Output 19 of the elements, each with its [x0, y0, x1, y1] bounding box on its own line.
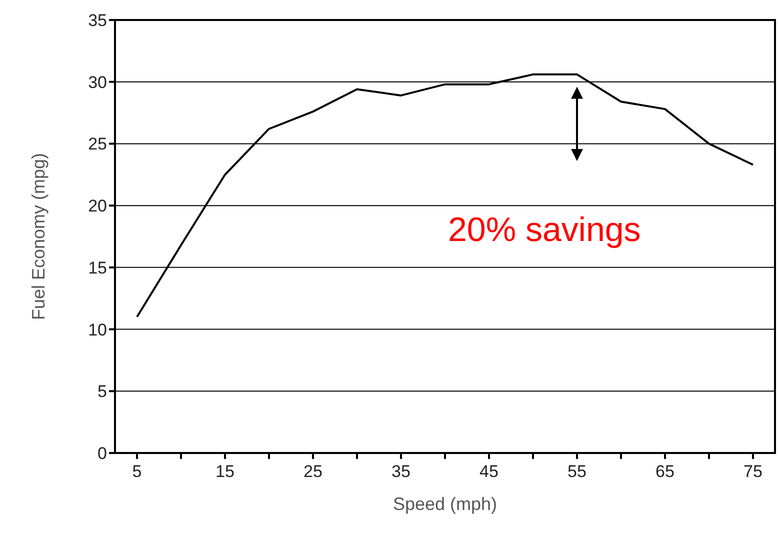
- x-tick-label: 75: [744, 462, 762, 482]
- y-tick-label: 30: [88, 72, 107, 92]
- y-tick-label: 10: [88, 320, 107, 340]
- x-tick-label: 15: [216, 462, 234, 482]
- x-tick-label: 45: [480, 462, 498, 482]
- x-tick-label: 35: [392, 462, 410, 482]
- y-tick-label: 20: [88, 196, 107, 216]
- x-axis-title: Speed (mph): [392, 494, 498, 514]
- y-tick-label: 15: [88, 258, 107, 278]
- y-tick-label: 5: [98, 382, 107, 402]
- x-tick-label: 55: [568, 462, 586, 482]
- y-axis-title: Fuel Economy (mpg): [28, 152, 48, 320]
- y-tick-label: 0: [98, 444, 107, 464]
- y-tick-label: 25: [88, 134, 107, 154]
- x-tick-label: 25: [304, 462, 322, 482]
- y-tick-label: 35: [88, 11, 107, 30]
- x-tick-label: 5: [132, 462, 142, 482]
- x-tick-label: 65: [656, 462, 674, 482]
- annotation: 20% savings: [448, 211, 641, 250]
